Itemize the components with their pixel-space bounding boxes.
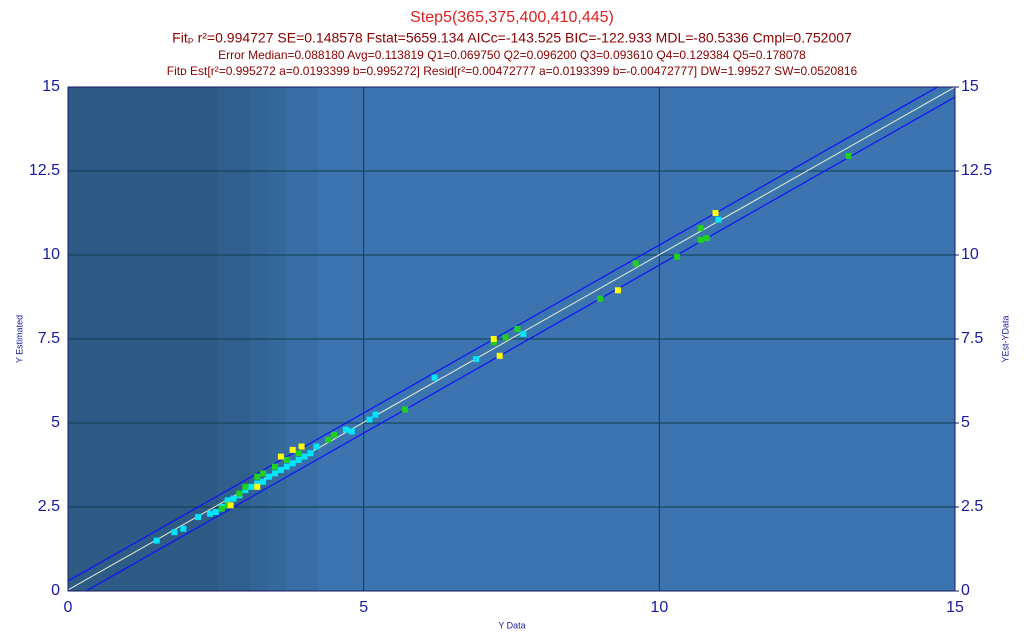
- point: [490, 336, 497, 342]
- point: [271, 470, 278, 477]
- point: [260, 470, 267, 477]
- y-tick-label: 5: [51, 414, 60, 431]
- y-tick-label: 0: [51, 582, 60, 599]
- point: [301, 453, 308, 460]
- x-tick-label: 0: [64, 599, 73, 616]
- chart-subtitle: Fitₚ r²=0.994727 SE=0.148578 Fstat=5659.…: [172, 30, 852, 46]
- y-tick-label: 12.5: [29, 162, 60, 179]
- point: [283, 463, 290, 470]
- point: [597, 295, 604, 302]
- point: [697, 236, 704, 243]
- point: [372, 411, 379, 418]
- point: [431, 374, 438, 381]
- point: [260, 478, 267, 485]
- point: [242, 483, 249, 490]
- point: [289, 460, 296, 467]
- point: [307, 450, 314, 457]
- point: [236, 490, 243, 497]
- point: [227, 502, 234, 509]
- point: [295, 456, 302, 463]
- point: [195, 514, 202, 521]
- point: [248, 483, 255, 490]
- point: [366, 416, 373, 423]
- y-tick-label: 2.5: [38, 498, 60, 515]
- point: [712, 210, 719, 216]
- point: [298, 443, 305, 450]
- point: [218, 505, 225, 512]
- point: [289, 446, 296, 453]
- point: [845, 152, 852, 159]
- point: [313, 443, 320, 450]
- y2-tick-label: 7.5: [961, 330, 983, 347]
- point: [254, 473, 261, 480]
- y2-tick-label: 12.5: [961, 162, 992, 179]
- upper-band: [68, 87, 939, 582]
- point: [283, 456, 290, 463]
- point: [473, 356, 480, 363]
- y-tick-label: 15: [42, 78, 60, 95]
- point: [348, 428, 355, 435]
- y2-tick-label: 15: [961, 78, 979, 95]
- point: [502, 334, 509, 341]
- point: [331, 431, 338, 438]
- point: [277, 467, 284, 474]
- point: [277, 453, 284, 460]
- point: [520, 330, 527, 337]
- point: [632, 260, 639, 267]
- y-tick-label: 10: [42, 246, 60, 263]
- point: [266, 473, 273, 480]
- fit-lines: [68, 87, 955, 591]
- point: [153, 537, 160, 544]
- point: [295, 450, 302, 457]
- point: [254, 483, 261, 490]
- point: [242, 487, 249, 494]
- point: [703, 235, 710, 242]
- point: [206, 510, 213, 517]
- point: [342, 426, 349, 433]
- point: [614, 287, 621, 294]
- point: [180, 525, 187, 532]
- point: [490, 339, 497, 346]
- point: [171, 529, 178, 536]
- point: [254, 480, 261, 487]
- y-tick-label: 7.5: [38, 330, 60, 347]
- chart-title: Step5(365,375,400,410,445): [410, 9, 614, 26]
- x-tick-label: 15: [946, 599, 964, 616]
- point: [496, 352, 503, 359]
- point: [212, 509, 219, 516]
- y2-tick-label: 2.5: [961, 498, 983, 515]
- fit-line: [68, 87, 955, 591]
- point: [674, 253, 681, 260]
- point: [325, 436, 332, 443]
- y2-tick-label: 0: [961, 582, 970, 599]
- point: [715, 216, 722, 223]
- y-axis-label: Y Estimated: [14, 315, 24, 363]
- annotation: Error Median=0.088180 Avg=0.113819 Q1=0.…: [218, 48, 806, 62]
- annotation: Fitᴅ Est[r²=0.995272 a=0.0193399 b=0.995…: [167, 64, 858, 78]
- point: [402, 406, 409, 413]
- point: [230, 495, 237, 502]
- lower-band: [85, 96, 955, 591]
- x-tick-label: 5: [359, 599, 368, 616]
- y2-axis-label: YEst-YData: [1000, 315, 1010, 362]
- point: [224, 497, 231, 504]
- points: [153, 152, 852, 544]
- point: [697, 225, 704, 232]
- y2-tick-label: 5: [961, 414, 970, 431]
- point: [271, 463, 278, 470]
- y2-tick-label: 10: [961, 246, 979, 263]
- point: [514, 325, 521, 332]
- x-tick-label: 10: [650, 599, 668, 616]
- x-axis-label: Y Data: [498, 620, 525, 630]
